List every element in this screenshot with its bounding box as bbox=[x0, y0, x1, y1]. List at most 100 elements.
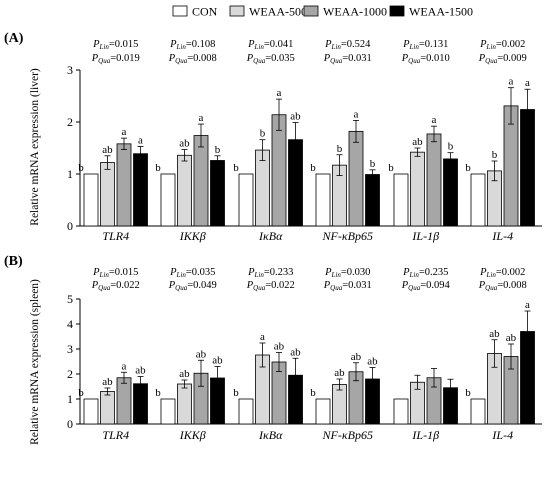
significance-letter: ab bbox=[179, 138, 190, 150]
p-value-quadratic: PQua=0.094 bbox=[401, 280, 451, 292]
panel-label: (B) bbox=[4, 254, 23, 269]
y-tick-label: 1 bbox=[67, 167, 73, 181]
bar bbox=[177, 154, 192, 227]
significance-letter: ab bbox=[351, 351, 362, 363]
p-value-linear: PLin=0.524 bbox=[324, 39, 371, 51]
legend-swatch bbox=[389, 5, 405, 17]
significance-letter: b bbox=[260, 128, 266, 140]
significance-letter: ab bbox=[102, 376, 113, 388]
significance-letter: ab bbox=[506, 332, 517, 344]
y-axis-title: Relative mRNA expression (liver) bbox=[29, 68, 41, 226]
bar bbox=[83, 398, 99, 425]
bar bbox=[100, 162, 115, 227]
bar bbox=[426, 133, 442, 227]
bar bbox=[393, 173, 409, 227]
x-category-label: IκBα bbox=[258, 428, 283, 442]
significance-letter: a bbox=[138, 134, 143, 146]
significance-letter: ab bbox=[212, 355, 223, 367]
y-tick-label: 3 bbox=[67, 342, 73, 356]
p-value-linear: PLin=0.108 bbox=[169, 39, 215, 51]
bar bbox=[365, 174, 380, 227]
x-category-label: NF-κBp65 bbox=[322, 229, 373, 243]
bar bbox=[443, 158, 458, 227]
y-tick-label: 0 bbox=[67, 417, 73, 431]
significance-letter: b bbox=[215, 144, 221, 156]
x-category-label: IKKβ bbox=[179, 428, 206, 442]
p-value-quadratic: PQua=0.009 bbox=[478, 53, 527, 65]
p-value-linear: PLin=0.041 bbox=[247, 39, 293, 51]
bar bbox=[271, 114, 287, 227]
p-value-linear: PLin=0.235 bbox=[402, 267, 448, 279]
significance-letter: b bbox=[310, 162, 316, 174]
p-value-quadratic: PQua=0.031 bbox=[323, 53, 372, 65]
significance-letter: ab bbox=[196, 348, 207, 360]
significance-letter: a bbox=[509, 76, 514, 88]
bar bbox=[210, 160, 225, 227]
significance-letter: b bbox=[155, 162, 161, 174]
significance-letter: a bbox=[260, 331, 265, 343]
p-value-quadratic: PQua=0.049 bbox=[168, 280, 217, 292]
bar bbox=[238, 398, 254, 425]
y-tick-label: 0 bbox=[67, 219, 73, 233]
bar bbox=[332, 384, 347, 425]
panel-label: (A) bbox=[4, 31, 24, 46]
significance-letter: b bbox=[155, 387, 161, 399]
significance-letter: ab bbox=[179, 368, 190, 380]
significance-letter: a bbox=[199, 112, 204, 124]
x-category-label: IL-1β bbox=[411, 428, 439, 442]
significance-letter: b bbox=[370, 158, 376, 170]
x-category-label: IκBα bbox=[258, 229, 283, 243]
bar bbox=[315, 173, 331, 227]
bar bbox=[160, 398, 176, 425]
bar bbox=[410, 151, 425, 227]
significance-letter: ab bbox=[290, 346, 301, 358]
legend-swatch bbox=[172, 5, 188, 17]
significance-letter: ab bbox=[135, 365, 146, 377]
significance-letter: b bbox=[78, 162, 84, 174]
significance-letter: b bbox=[448, 141, 454, 153]
p-value-linear: PLin=0.035 bbox=[169, 267, 215, 279]
bar bbox=[470, 173, 486, 227]
bar bbox=[393, 398, 409, 425]
p-value-linear: PLin=0.015 bbox=[92, 267, 138, 279]
p-value-linear: PLin=0.030 bbox=[324, 267, 370, 279]
significance-letter: ab bbox=[412, 136, 423, 148]
p-value-quadratic: PQua=0.022 bbox=[246, 280, 295, 292]
significance-letter: b bbox=[337, 143, 343, 155]
significance-letter: a bbox=[277, 87, 282, 99]
legend-label: WEAA-500 bbox=[249, 5, 307, 19]
significance-letter: b bbox=[78, 387, 84, 399]
p-value-linear: PLin=0.131 bbox=[402, 39, 448, 51]
legend-swatch bbox=[303, 5, 319, 17]
p-value-quadratic: PQua=0.035 bbox=[246, 53, 295, 65]
significance-letter: a bbox=[122, 126, 127, 138]
y-axis-title: Relative mRNA expression (spleen) bbox=[29, 279, 41, 445]
p-value-quadratic: PQua=0.008 bbox=[168, 53, 217, 65]
significance-letter: ab bbox=[102, 144, 113, 156]
significance-letter: a bbox=[525, 299, 530, 311]
bar bbox=[315, 398, 331, 425]
bar bbox=[177, 383, 192, 425]
x-category-label: IKKβ bbox=[179, 229, 206, 243]
y-tick-label: 1 bbox=[67, 392, 73, 406]
significance-letter: a bbox=[122, 360, 127, 372]
significance-letter: ab bbox=[290, 111, 301, 123]
significance-letter: ab bbox=[489, 328, 500, 340]
y-tick-label: 2 bbox=[67, 367, 73, 381]
significance-letter: a bbox=[525, 77, 530, 89]
significance-letter: ab bbox=[274, 341, 285, 353]
significance-letter: a bbox=[432, 114, 437, 126]
significance-letter: b bbox=[310, 387, 316, 399]
bar bbox=[255, 149, 270, 227]
legend-label: WEAA-1000 bbox=[323, 5, 387, 19]
p-value-quadratic: PQua=0.022 bbox=[91, 280, 140, 292]
x-category-label: TLR4 bbox=[102, 229, 129, 243]
x-category-label: TLR4 bbox=[102, 428, 129, 442]
p-value-quadratic: PQua=0.010 bbox=[401, 53, 450, 65]
legend-label: WEAA-1500 bbox=[409, 5, 473, 19]
bar bbox=[348, 130, 364, 227]
p-value-linear: PLin=0.002 bbox=[479, 267, 525, 279]
bar bbox=[238, 173, 254, 227]
